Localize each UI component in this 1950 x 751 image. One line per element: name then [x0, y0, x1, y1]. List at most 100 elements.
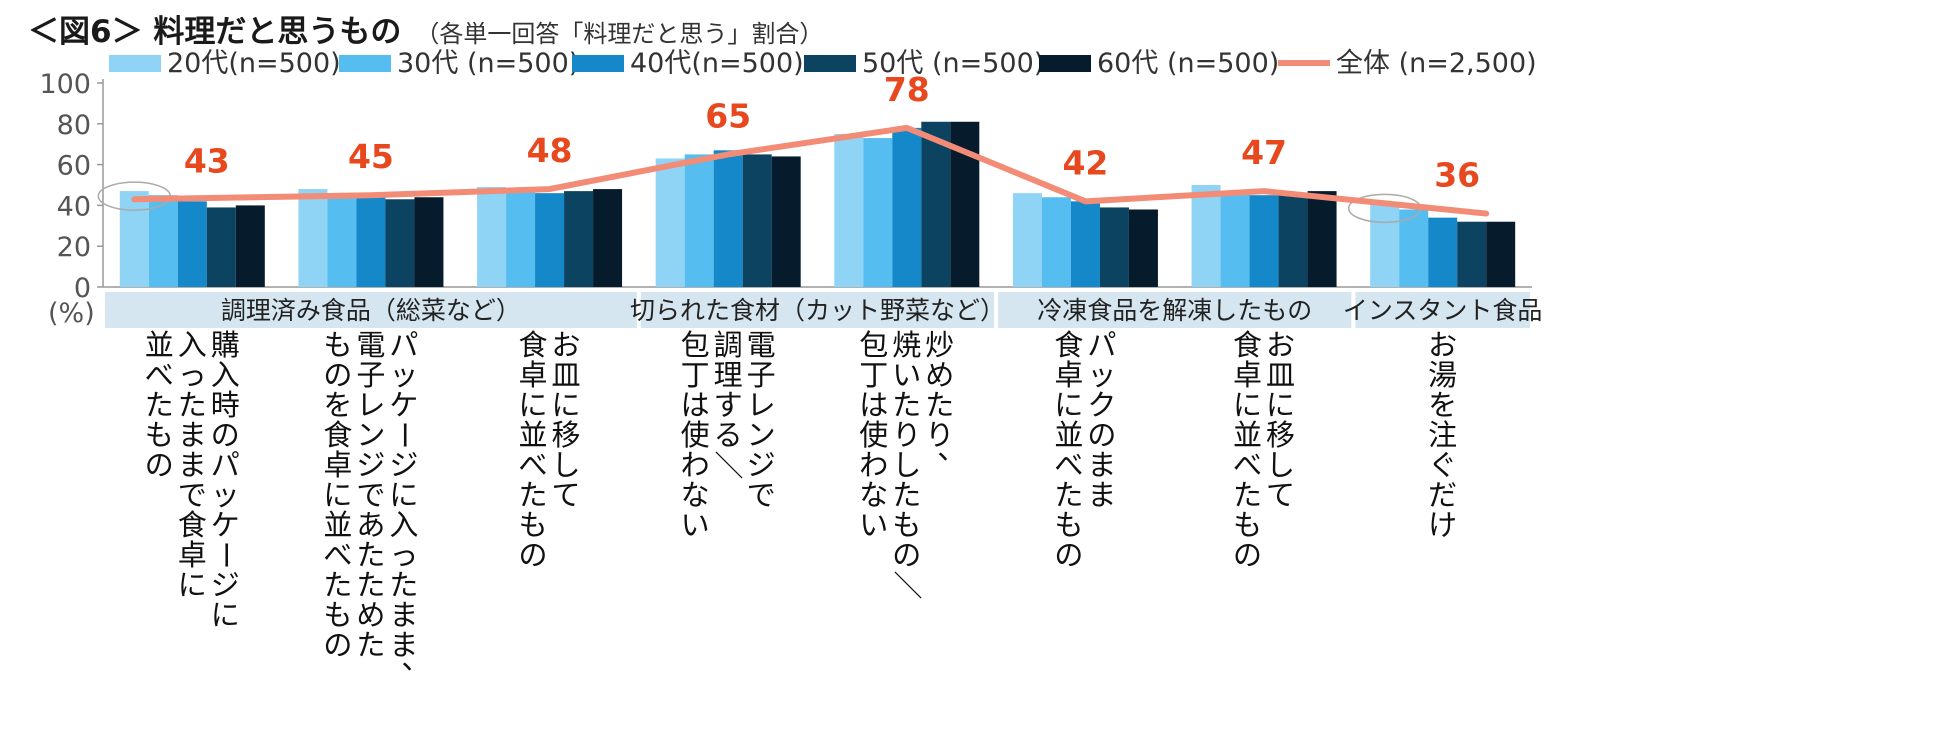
subcategory-label-char: 食 — [1054, 328, 1083, 362]
legend-label: 50代 (n=500) — [862, 48, 1044, 79]
subcategory-label-char: た — [178, 388, 207, 422]
total-data-label: 78 — [884, 70, 930, 109]
subcategory-label-char: ケ — [211, 508, 240, 542]
subcategory-label-char: っ — [178, 358, 207, 392]
legend-label-total: 全体 (n=2,500) — [1336, 48, 1537, 79]
subcategory-label-char: 理 — [714, 358, 743, 392]
subcategory-label-char: ／ — [711, 450, 745, 479]
subcategory-label-char: に — [552, 388, 581, 422]
subcategory-label-char: 焼 — [892, 328, 921, 362]
subcategory-label-char: た — [389, 568, 418, 602]
subcategory-label-char: で — [178, 478, 207, 512]
subcategory-label-char: 食 — [323, 418, 352, 452]
subcategory-label-char: の — [519, 538, 548, 572]
category-group-label: インスタント食品 — [1343, 296, 1543, 325]
subcategory-label-char: だ — [1428, 478, 1457, 512]
bar — [327, 193, 357, 287]
subcategory-label-char: 使 — [859, 418, 888, 452]
subcategory-label-char: ッ — [211, 478, 240, 512]
subcategory-label-char: ジ — [389, 448, 418, 482]
subcategory-label-char: も — [145, 418, 174, 452]
subcategory-label-char: 移 — [1266, 418, 1295, 452]
bar — [1370, 203, 1400, 287]
subcategory-label-char: ま — [1087, 448, 1116, 482]
bar — [298, 189, 328, 287]
subcategory-label-char: た — [356, 568, 385, 602]
subcategory-label-char: た — [1054, 478, 1083, 512]
subcategory-label-char: て — [1266, 478, 1295, 512]
category-groups: 調理済み食品（総菜など） 切られた食材（カット野菜など） 冷凍食品を解凍したもの イン… — [105, 292, 1542, 328]
subcategory-label-char: 入 — [389, 508, 418, 542]
subcategory-label-char: も — [892, 508, 921, 542]
subcategory-label-char: に — [323, 478, 352, 512]
subcategory-label-char: 包 — [859, 328, 888, 362]
subcategory-label-char: 卓 — [1233, 358, 1262, 392]
bar — [771, 156, 801, 287]
subcategory-label-char: ぐ — [1428, 448, 1457, 482]
subcategory-label-char: お — [1428, 328, 1457, 362]
subcategory-label-char: で — [356, 478, 385, 512]
subcategory-label-char: 卓 — [178, 538, 207, 572]
legend-label: 30代 (n=500) — [397, 48, 579, 79]
subcategory-label-char: け — [1428, 508, 1457, 542]
subcategory-label-char: た — [925, 388, 954, 422]
bar — [356, 197, 386, 287]
subcategory-label-char: 皿 — [552, 358, 581, 392]
bar — [564, 191, 594, 287]
subcategory-label-char: に — [1233, 388, 1262, 422]
y-tick-label: 40 — [57, 191, 91, 222]
subcategory-label-char: べ — [323, 538, 352, 572]
bar — [713, 150, 743, 287]
subcategory-labels: 購入時のパッケージに入ったままで食卓に並べたものパッケージに入ったまま、電子レン… — [145, 328, 1457, 676]
subcategory-label-char: 並 — [323, 508, 352, 542]
subcategory-label-char: 入 — [211, 358, 240, 392]
subcategory-label-char: ま — [178, 418, 207, 452]
subcategory-label-char: た — [892, 388, 921, 422]
total-data-label: 36 — [1434, 156, 1480, 195]
bar — [892, 127, 922, 287]
total-data-label: 42 — [1062, 143, 1108, 182]
subcategory-label-char: 炒 — [925, 328, 954, 362]
total-data-label: 65 — [705, 96, 751, 135]
total-data-label: 43 — [184, 141, 230, 180]
subcategory-label-char: の — [323, 628, 352, 662]
bar — [506, 191, 536, 287]
subcategory-label-char: ク — [1087, 388, 1116, 422]
subcategory-label-char: に — [178, 568, 207, 602]
legend-swatch — [804, 55, 856, 72]
subcategory-label-char: パ — [389, 328, 418, 362]
legend: 20代(n=500) 30代 (n=500) 40代(n=500) 50代 (n=50… — [109, 48, 1537, 79]
subcategory-label-char: い — [681, 508, 710, 542]
subcategory-label-char: で — [747, 478, 776, 512]
subcategory-label-char: 包 — [681, 328, 710, 362]
total-data-label: 47 — [1241, 133, 1287, 172]
subcategory-label-char: に — [389, 478, 418, 512]
total-data-label: 48 — [527, 131, 573, 170]
subcategory-label-char: て — [552, 478, 581, 512]
subcategory-label-char: 調 — [714, 328, 743, 362]
bar — [921, 121, 951, 287]
y-tick-label: 20 — [57, 232, 91, 263]
bar — [235, 205, 265, 287]
subcategory-label-char: の — [211, 418, 240, 452]
subcategory-label-char: ま — [389, 628, 418, 662]
subcategory-label-char: 時 — [211, 388, 240, 422]
subcategory-label-char: 、 — [401, 642, 430, 676]
subcategory-label-char: し — [1266, 448, 1295, 482]
bar — [148, 195, 178, 287]
subcategory-label-char: の — [1054, 538, 1083, 572]
subcategory-label-char: 食 — [178, 508, 207, 542]
bar — [1070, 201, 1100, 287]
total-data-label: 45 — [348, 137, 394, 176]
chart-title-sub: （各単一回答「料理だと思う」割合） — [415, 20, 824, 48]
bar — [535, 193, 565, 287]
category-group-label: 冷凍食品を解凍したもの — [1037, 296, 1312, 325]
subcategory-label-char: い — [892, 358, 921, 392]
subcategory-label-char: 並 — [519, 418, 548, 452]
subcategory-label-char: た — [519, 478, 548, 512]
subcategory-label-char: 食 — [1233, 328, 1262, 362]
grid-layer: 0 20 40 60 80 100 (%) — [39, 69, 1532, 329]
legend-swatch — [109, 55, 161, 72]
subcategory-label-char: べ — [1054, 448, 1083, 482]
legend-swatch — [1039, 55, 1091, 72]
